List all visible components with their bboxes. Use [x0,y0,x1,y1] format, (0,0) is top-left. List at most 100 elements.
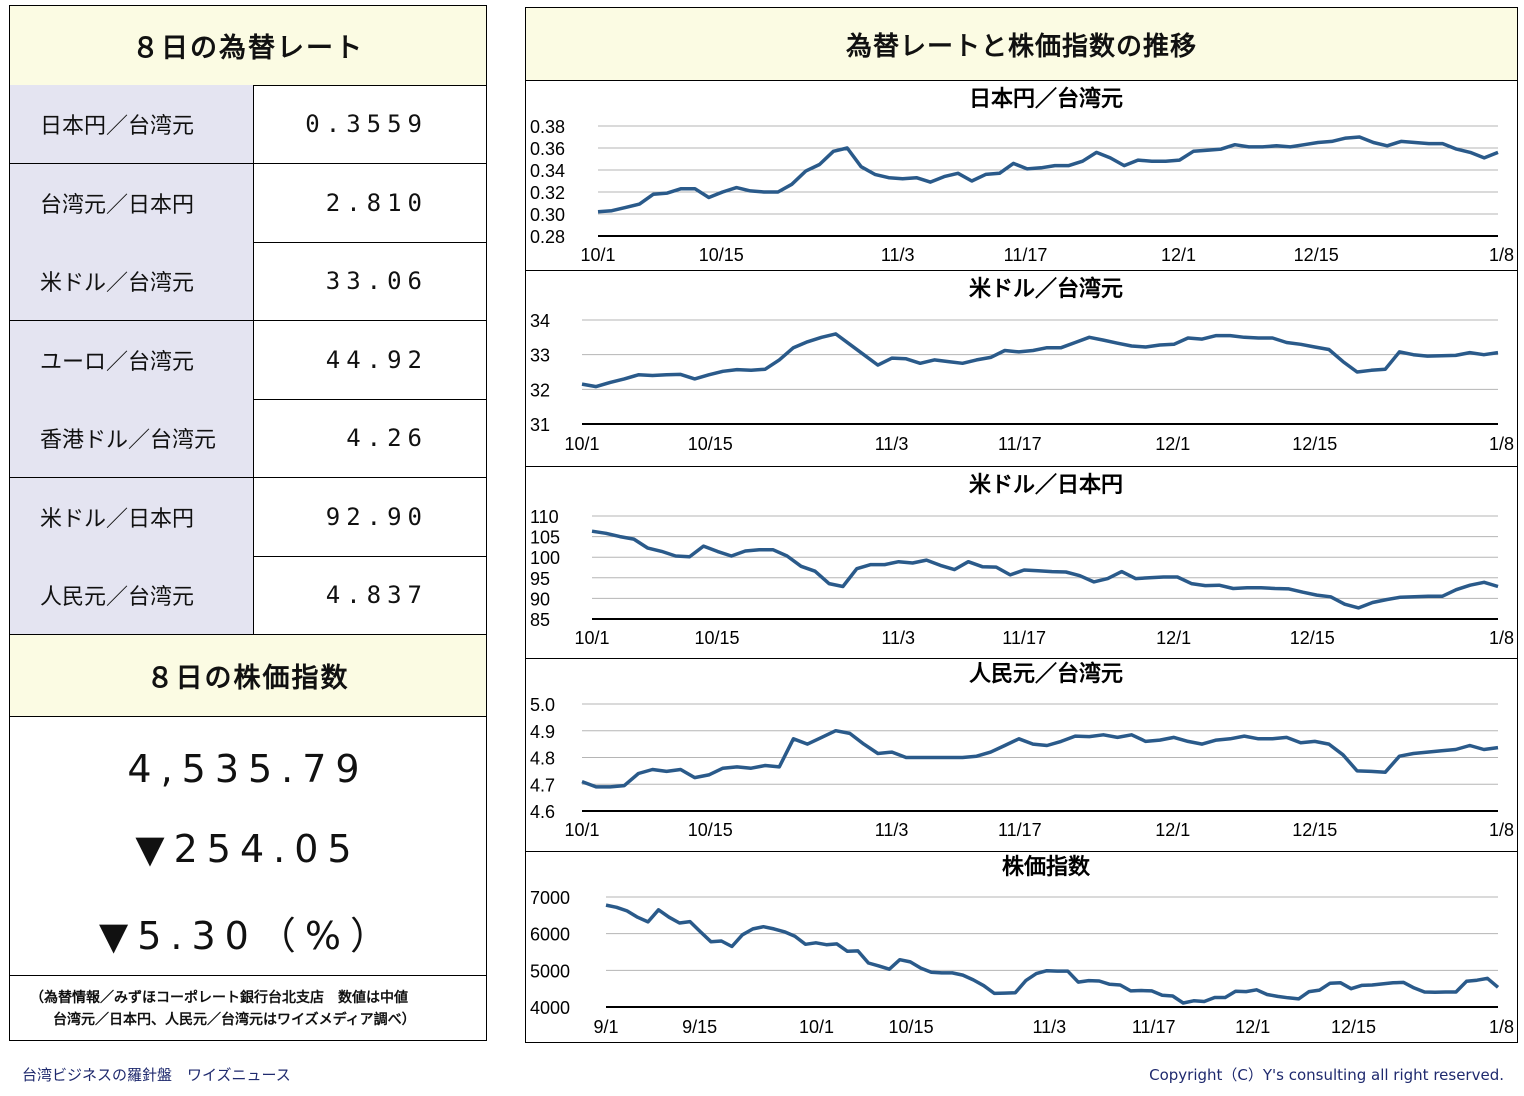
x-tick-label: 11/3 [881,628,915,648]
x-tick-label: 12/1 [1235,1017,1270,1037]
chart-title: 日本円／台湾元 [969,86,1123,111]
chart-title: 株価指数 [1002,854,1091,879]
y-tick-label: 105 [530,528,560,548]
y-tick-label: 0.30 [530,205,565,225]
source-note-line2: 台湾元／日本円、人民元／台湾元はワイズメディア調べ） [53,1012,416,1028]
y-tick-label: 0.28 [530,227,565,247]
series-line [581,728,1499,789]
y-tick-label: 4000 [530,998,570,1018]
left-panel: ８日の為替レート 日本円／台湾元 0.3559 台湾元／日本円 2.810 米ドル／台湾… [9,5,487,1041]
rate-row: 香港ドル／台湾元 4.26 [10,399,486,478]
chart-2: 米ドル／台湾元 34 33 32 31 10/1 10/15 11/3 11/17 12/1 12/… [530,276,1514,454]
chart-separator [526,270,1517,271]
rate-name: 米ドル／台湾元 [10,242,254,320]
y-tick-label: 0.36 [530,139,565,159]
x-tick-label: 1/8 [1489,820,1514,840]
x-tick-label: 11/3 [875,434,909,454]
stock-box: 4,535.79 ▼254.05 ▼5.30（%） [10,717,486,976]
chart-title: 米ドル／台湾元 [969,276,1123,301]
source-note-line1: （為替情報／みずほコーポレート銀行台北支店 数値は中値 [30,990,408,1006]
rate-value: 2.810 [325,188,428,217]
x-tick-label: 10/1 [564,820,599,840]
x-tick-label: 11/17 [998,434,1042,454]
x-tick-label: 10/15 [688,434,733,454]
series-line [605,903,1500,1005]
rate-name: 香港ドル／台湾元 [10,399,254,477]
rate-name: 日本円／台湾元 [10,85,254,163]
x-tick-label: 10/15 [695,628,740,648]
x-tick-label: 12/15 [1292,434,1337,454]
footer-copyright: Copyright（C）Y's consulting all right res… [1149,1066,1504,1084]
stock-value: 4,535.79 [127,747,369,791]
y-tick-label: 4.7 [530,775,555,795]
y-tick-label: 4.8 [530,749,555,769]
y-tick-label: 0.32 [530,183,565,203]
right-panel: 為替レートと株価指数の推移 日本円／台湾元 0.38 0.36 0.34 0.32 0.3… [525,7,1518,1043]
y-tick-label: 4.6 [530,802,555,822]
series-line [591,529,1499,610]
rates-title: ８日の為替レート [10,6,486,86]
y-tick-label: 95 [530,569,550,589]
x-tick-label: 12/1 [1161,245,1196,265]
x-tick-label: 11/3 [1032,1017,1066,1037]
rate-name: 人民元／台湾元 [10,556,254,634]
x-tick-label: 10/1 [580,245,615,265]
y-tick-label: 100 [530,548,560,568]
x-tick-label: 1/8 [1489,628,1514,648]
rate-value: 33.06 [325,267,428,295]
rate-row: 台湾元／日本円 2.810 [10,163,486,243]
x-tick-label: 10/1 [574,628,609,648]
x-tick-label: 11/3 [875,820,909,840]
rate-name: 台湾元／日本円 [10,163,254,242]
y-tick-label: 31 [530,415,550,435]
series-line [581,332,1499,389]
x-tick-label: 12/15 [1331,1017,1376,1037]
x-tick-label: 9/15 [682,1017,717,1037]
chart-1: 日本円／台湾元 0.380.360.340.320.300.28 10/1 10/15… [530,86,1514,265]
rate-row: 人民元／台湾元 4.837 [10,556,486,635]
x-tick-label: 1/8 [1489,245,1514,265]
y-tick-label: 90 [530,589,550,609]
y-tick-label: 32 [530,380,550,400]
stock-title: ８日の株価指数 [10,635,486,717]
rate-row: ユーロ／台湾元 44.92 [10,320,486,400]
y-tick-label: 5000 [530,961,570,981]
series-line [597,135,1499,214]
rate-value: 92.90 [325,502,428,531]
stock-percent: ▼5.30（%） [99,914,397,958]
chart-4: 人民元／台湾元 5.0 4.9 4.8 4.7 4.6 10/1 10/15 11/3 11/17… [530,661,1514,840]
x-tick-label: 10/1 [799,1017,834,1037]
x-tick-label: 10/15 [688,820,733,840]
footer-brand: 台湾ビジネスの羅針盤 ワイズニュース [22,1066,291,1084]
chart-separator [526,851,1517,852]
x-tick-label: 10/15 [699,245,744,265]
y-tick-label: 33 [530,346,550,366]
x-tick-label: 11/17 [998,820,1042,840]
x-tick-label: 12/15 [1292,820,1337,840]
x-tick-label: 1/8 [1489,434,1514,454]
rate-value: 4.26 [346,424,428,452]
rate-row: 米ドル／台湾元 33.06 [10,242,486,321]
y-tick-label: 6000 [530,925,570,945]
chart-5: 株価指数 7000 6000 5000 4000 9/1 9/15 10/1 10/15 11/3… [530,854,1514,1037]
y-tick-label: 4.9 [530,722,555,742]
chart-title: 米ドル／日本円 [969,472,1123,497]
x-tick-label: 1/8 [1489,1017,1514,1037]
x-tick-label: 10/1 [564,434,599,454]
x-tick-label: 11/3 [881,245,915,265]
x-tick-label: 11/17 [1002,628,1046,648]
rate-row: 米ドル／日本円 92.90 [10,477,486,557]
stock-change: ▼254.05 [135,827,361,871]
y-tick-label: 7000 [530,888,570,908]
x-tick-label: 12/1 [1156,628,1191,648]
rate-name: ユーロ／台湾元 [10,320,254,399]
y-tick-label: 5.0 [530,695,555,715]
rate-value: 4.837 [325,581,428,609]
source-note: （為替情報／みずほコーポレート銀行台北支店 数値は中値 台湾元／日本円、人民元／… [10,977,486,1041]
rate-row: 日本円／台湾元 0.3559 [10,85,486,164]
x-tick-label: 9/1 [593,1017,618,1037]
y-tick-label: 34 [530,311,550,331]
y-tick-label: 110 [530,507,559,527]
rate-value: 44.92 [325,345,428,374]
